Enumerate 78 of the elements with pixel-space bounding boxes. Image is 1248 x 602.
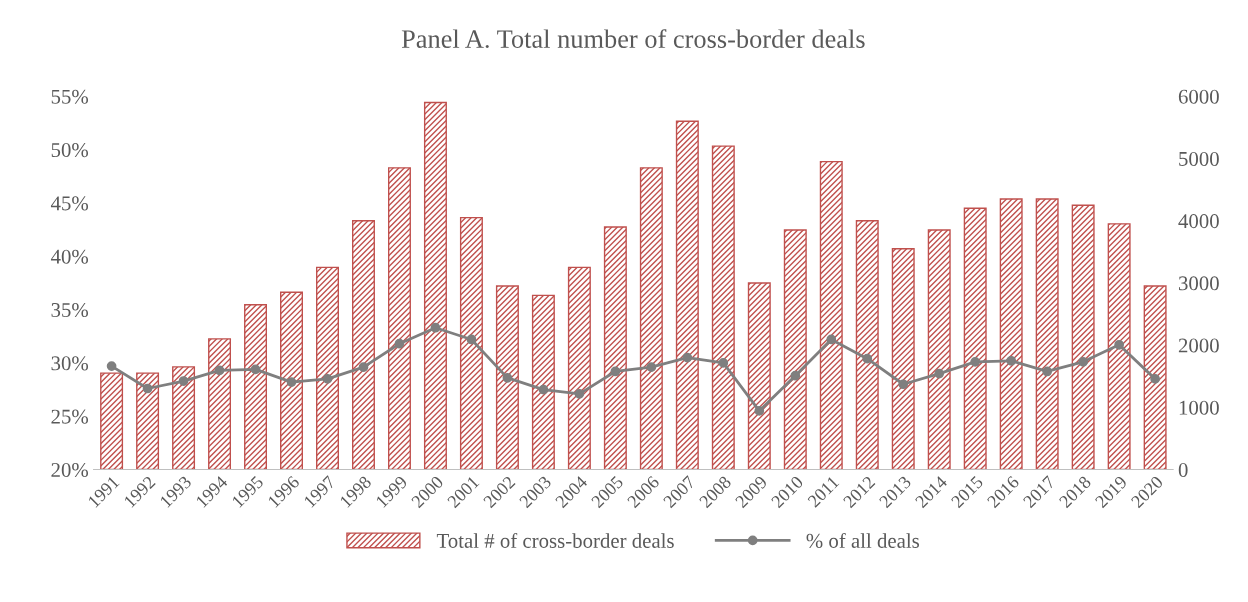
chart-title: Panel A. Total number of cross-border deals (401, 29, 865, 49)
point (1006, 355, 1017, 366)
point (502, 372, 513, 383)
point (106, 361, 117, 371)
bar (244, 304, 268, 470)
point (358, 362, 369, 373)
y2-tick-label: 2000 (1178, 338, 1219, 353)
bar (1035, 198, 1059, 470)
point (610, 366, 621, 377)
y2-tick-label: 4000 (1178, 214, 1219, 229)
bar (963, 207, 987, 470)
y2-tick-label: 3000 (1178, 276, 1219, 291)
bar (316, 266, 339, 470)
bar (639, 167, 663, 470)
point (718, 358, 729, 368)
bar (387, 167, 411, 470)
bar (495, 285, 519, 470)
point (250, 364, 261, 375)
point (1114, 339, 1125, 350)
bar (711, 145, 735, 470)
y2-tick-label: 1000 (1179, 400, 1219, 415)
bar (567, 266, 591, 470)
point (214, 365, 225, 376)
point (826, 334, 837, 345)
y-tick-label: 40% (50, 249, 89, 264)
bar (891, 248, 915, 470)
bar (172, 366, 196, 470)
point (790, 370, 801, 381)
bar (603, 226, 627, 470)
bar (819, 160, 843, 470)
bar (747, 282, 771, 470)
point (142, 383, 153, 394)
bar (927, 229, 951, 470)
y-tick-label: 35% (51, 302, 89, 318)
point (466, 334, 477, 345)
y-tick-label: 45% (50, 196, 89, 211)
bar (459, 216, 483, 470)
point (970, 356, 981, 367)
point (646, 362, 657, 373)
bar (675, 120, 699, 470)
bar (423, 101, 447, 470)
y2-tick-label: 5000 (1179, 151, 1219, 166)
point (682, 352, 693, 363)
bar (351, 220, 375, 470)
bar (531, 294, 555, 470)
point (430, 322, 441, 333)
point (754, 406, 765, 416)
point (1042, 366, 1053, 377)
y2-tick-label: 6000 (1178, 89, 1219, 104)
bar (999, 198, 1023, 470)
point (898, 379, 909, 390)
point (394, 338, 405, 349)
legend-label: Total # of cross-border deals (436, 533, 674, 548)
bar (1107, 223, 1131, 470)
bar (783, 229, 807, 470)
point (862, 353, 873, 364)
point (934, 368, 945, 379)
bar (280, 291, 304, 470)
point (286, 377, 297, 387)
point (322, 374, 333, 384)
legend-label: % of all deals (806, 533, 920, 548)
bar (208, 338, 232, 470)
bar (1071, 204, 1095, 470)
y-tick-label: 50% (51, 143, 89, 158)
bar (136, 372, 160, 470)
point (574, 388, 585, 399)
y-tick-label: 30% (51, 356, 89, 371)
bar (100, 372, 124, 470)
y-tick-label: 55% (51, 89, 89, 104)
bar (1143, 285, 1167, 470)
y-tick-label: 25% (51, 409, 89, 424)
point (538, 384, 549, 395)
point (1078, 356, 1089, 367)
point (1150, 374, 1160, 384)
bar (855, 220, 879, 470)
y2-tick-label: 0 (1178, 462, 1188, 477)
y-tick-label: 20% (51, 462, 89, 478)
point (178, 376, 189, 386)
